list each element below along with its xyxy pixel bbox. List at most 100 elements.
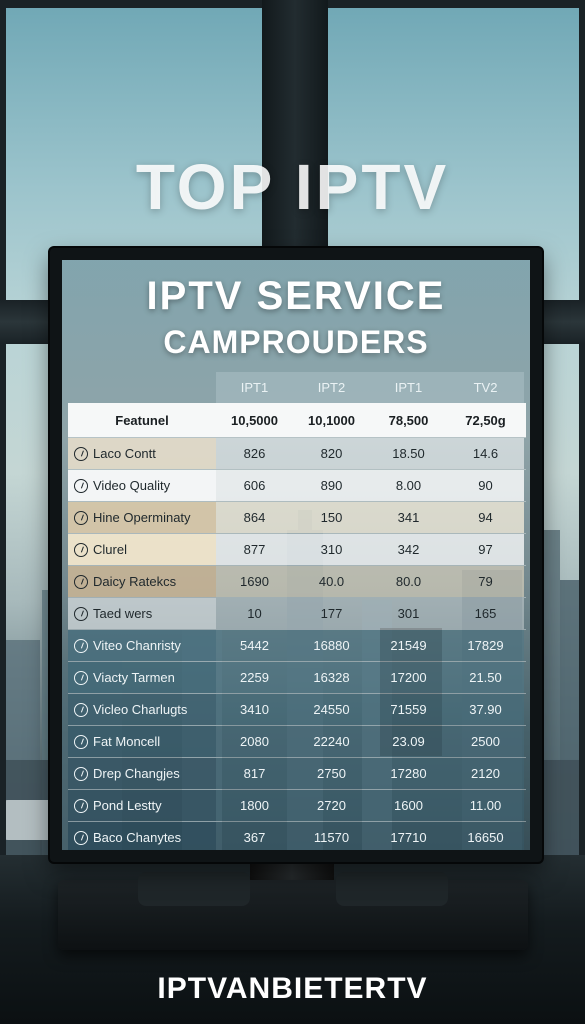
row-value-cell: 22240 — [293, 726, 370, 757]
header-cell: IPT2 — [293, 372, 370, 403]
row-value-cell: 97 — [447, 534, 524, 565]
row-label: Hine Operminaty — [93, 510, 191, 525]
header-cell: TV2 — [447, 372, 524, 403]
row-value-cell: 301 — [370, 598, 447, 629]
table-row: Vicleo Charlugts 3410 24550 71559 37.90 — [68, 693, 526, 725]
row-label-cell: Laco Contt — [68, 438, 216, 469]
row-value-cell: 2080 — [216, 726, 293, 757]
row-value-cell: 23.09 — [370, 726, 447, 757]
row-value-cell: 150 — [293, 502, 370, 533]
table-row: Fat Moncell 2080 22240 23.09 2500 — [68, 725, 526, 757]
feature-icon — [74, 606, 88, 621]
row-label-cell: Hine Operminaty — [68, 502, 216, 533]
row-value-cell: 21549 — [370, 630, 447, 661]
row-value-cell: 890 — [293, 470, 370, 501]
feature-icon — [74, 798, 88, 813]
comparison-table: IPT1 IPT2 IPT1 TV2 Featunel 10,5000 10,1… — [68, 372, 526, 850]
screen-title: IPTV SERVICE — [146, 274, 446, 318]
table-row: Hine Operminaty 864 150 341 94 — [68, 501, 526, 533]
feature-icon — [74, 734, 88, 749]
row-value-cell: 2120 — [447, 758, 524, 789]
row-label: Baco Chanytes — [93, 830, 182, 845]
row-value-cell: 165 — [447, 598, 524, 629]
row-value-cell: 5442 — [216, 630, 293, 661]
header-cell: IPT1 — [370, 372, 447, 403]
row-value-cell: 17710 — [370, 822, 447, 850]
subheader-cell: Featunel — [115, 412, 169, 428]
row-label-cell: Baco Chanytes — [68, 822, 216, 850]
row-value-cell: 21.50 — [447, 662, 524, 693]
row-label: Fat Moncell — [93, 734, 161, 749]
row-value-cell: 17829 — [447, 630, 524, 661]
feature-icon — [74, 766, 88, 781]
row-value-cell: 71559 — [370, 694, 447, 725]
table-row: Video Quality 606 890 8.00 90 — [68, 469, 526, 501]
row-value-cell: 2500 — [447, 726, 524, 757]
header-cell — [68, 372, 216, 403]
row-value-cell: 864 — [216, 502, 293, 533]
row-value-cell: 606 — [216, 470, 293, 501]
row-label: Vicleo Charlugts — [93, 702, 188, 717]
row-value-cell: 8.00 — [370, 470, 447, 501]
row-value-cell: 1800 — [216, 790, 293, 821]
table-header-row: IPT1 IPT2 IPT1 TV2 — [68, 372, 526, 403]
row-value-cell: 826 — [216, 438, 293, 469]
table-row: Clurel 877 310 342 97 — [68, 533, 526, 565]
row-value-cell: 18.50 — [370, 438, 447, 469]
row-value-cell: 367 — [216, 822, 293, 850]
table-row: Pond Lestty 1800 2720 1600 11.00 — [68, 789, 526, 821]
table-row: Laco Contt 826 820 18.50 14.6 — [68, 437, 526, 469]
subheader-cell: 10,1000 — [308, 412, 355, 428]
subheader-cell: 10,5000 — [231, 412, 278, 428]
row-label: Viteo Chanristy — [93, 638, 181, 653]
row-value-cell: 16328 — [293, 662, 370, 693]
feature-icon — [74, 574, 88, 589]
row-label-cell: Vicleo Charlugts — [68, 694, 216, 725]
table-row: Taed wers 10 177 301 165 — [68, 597, 526, 629]
row-value-cell: 24550 — [293, 694, 370, 725]
row-value-cell: 2259 — [216, 662, 293, 693]
table-row: Viteo Chanristy 5442 16880 21549 17829 — [68, 629, 526, 661]
monitor-stand-foot-left — [138, 872, 250, 906]
row-label-cell: Drep Changjes — [68, 758, 216, 789]
subheader-cell: 78,500 — [388, 412, 429, 428]
row-value-cell: 2720 — [293, 790, 370, 821]
monitor-stand-foot-right — [336, 872, 448, 906]
row-value-cell: 14.6 — [447, 438, 524, 469]
feature-icon — [74, 542, 88, 557]
feature-icon — [74, 478, 88, 493]
row-value-cell: 11.00 — [447, 790, 524, 821]
table-row: Daicy Ratekcs 1690 40.0 80.0 79 — [68, 565, 526, 597]
row-value-cell: 11570 — [293, 822, 370, 850]
row-label: Viacty Tarmen — [93, 670, 175, 685]
row-value-cell: 94 — [447, 502, 524, 533]
table-row: Baco Chanytes 367 11570 17710 16650 — [68, 821, 526, 850]
row-value-cell: 1600 — [370, 790, 447, 821]
table-subheader-row: Featunel 10,5000 10,1000 78,500 72,50g — [68, 403, 526, 437]
row-value-cell: 16880 — [293, 630, 370, 661]
table-row: Drep Changjes 817 2750 17280 2120 — [68, 757, 526, 789]
row-label: Taed wers — [93, 606, 153, 621]
monitor-screen: IPTV SERVICE CAMPROUDERS IPT1 IPT2 IPT1 … — [62, 260, 530, 850]
row-value-cell: 17280 — [370, 758, 447, 789]
row-value-cell: 820 — [293, 438, 370, 469]
row-label-cell: Viteo Chanristy — [68, 630, 216, 661]
feature-icon — [74, 830, 88, 845]
row-value-cell: 310 — [293, 534, 370, 565]
table-row: Viacty Tarmen 2259 16328 17200 21.50 — [68, 661, 526, 693]
screen-subtitle: CAMPROUDERS — [163, 324, 429, 360]
subheader-cell: 72,50g — [465, 412, 506, 428]
row-value-cell: 877 — [216, 534, 293, 565]
header-cell: IPT1 — [216, 372, 293, 403]
row-label-cell: Taed wers — [68, 598, 216, 629]
row-value-cell: 16650 — [447, 822, 524, 850]
row-label: Video Quality — [93, 478, 171, 493]
row-label-cell: Pond Lestty — [68, 790, 216, 821]
feature-icon — [74, 510, 88, 525]
row-value-cell: 90 — [447, 470, 524, 501]
row-value-cell: 3410 — [216, 694, 293, 725]
row-value-cell: 2750 — [293, 758, 370, 789]
row-value-cell: 80.0 — [370, 566, 447, 597]
feature-icon — [74, 638, 88, 653]
row-label: Drep Changjes — [93, 766, 180, 781]
